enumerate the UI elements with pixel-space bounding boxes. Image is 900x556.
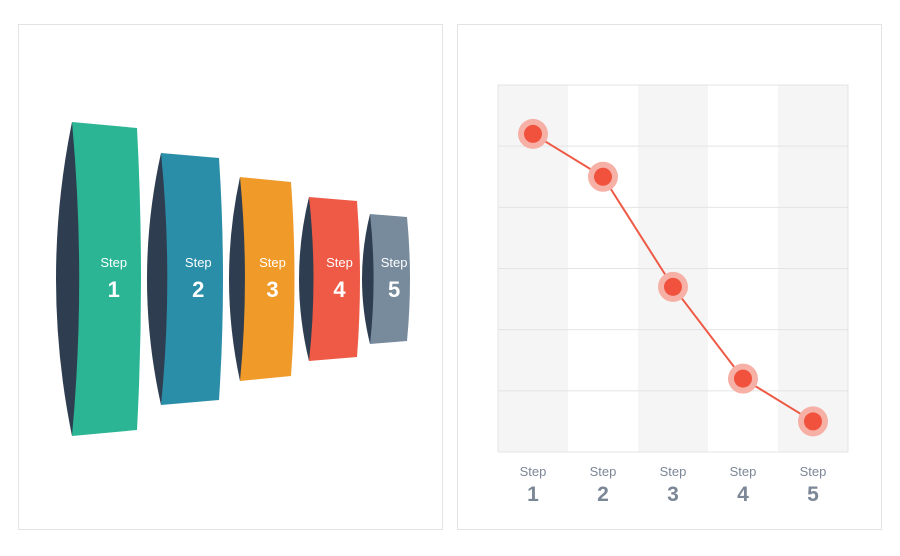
- funnel-step-body: [370, 214, 410, 344]
- funnel-graphic: Step 1 Step 2 Step 3 Step 4 Step 5: [56, 122, 410, 436]
- plot-border: [497, 84, 849, 453]
- line-chart-panel: Step 1 Step 2 Step 3 Step 4 Step 5: [457, 24, 882, 530]
- x-tick-label-number: 4: [737, 483, 749, 506]
- x-tick-label-word: Step: [660, 464, 687, 479]
- data-point-marker: [804, 412, 822, 431]
- line-chart: Step 1 Step 2 Step 3 Step 4 Step 5: [497, 84, 849, 506]
- data-point-5: [798, 406, 828, 437]
- x-tick-label-number: 1: [527, 483, 539, 506]
- data-point-1: [518, 118, 548, 149]
- funnel-step-side: [299, 197, 314, 361]
- x-tick-label-word: Step: [800, 464, 827, 479]
- funnel-step-word: Step: [326, 255, 353, 270]
- funnel-step-number: 3: [266, 277, 278, 302]
- funnel-step-body: [309, 197, 360, 361]
- data-point-3: [658, 271, 688, 302]
- funnel-step-number: 5: [388, 277, 400, 302]
- x-tick-label-number: 5: [807, 483, 819, 506]
- x-tick-label-number: 3: [667, 483, 679, 506]
- funnel-step-body: [240, 177, 295, 381]
- funnel-step-word: Step: [381, 255, 408, 270]
- x-tick-label-number: 2: [597, 483, 609, 506]
- funnel-step-number: 2: [192, 277, 204, 302]
- data-point-marker: [664, 277, 682, 296]
- funnel-step-5: Step 5: [362, 214, 410, 344]
- funnel-step-side: [362, 214, 374, 344]
- funnel-step-word: Step: [100, 255, 127, 270]
- funnel-step-2: Step 2: [147, 153, 223, 405]
- x-tick-label-word: Step: [520, 464, 547, 479]
- funnel-step-word: Step: [259, 255, 286, 270]
- x-tick-label-word: Step: [730, 464, 757, 479]
- data-point-2: [588, 161, 618, 192]
- funnel-step-word: Step: [185, 255, 212, 270]
- funnel-step-1: Step 1: [56, 122, 141, 436]
- funnel-step-4: Step 4: [299, 197, 360, 361]
- funnel-step-body: [72, 122, 141, 436]
- funnel-step-side: [56, 122, 80, 436]
- data-point-marker: [594, 167, 612, 186]
- funnel-step-side: [229, 177, 245, 381]
- funnel-step-body: [161, 153, 223, 405]
- funnel-panel: Step 1 Step 2 Step 3 Step 4 Step 5: [18, 24, 443, 530]
- funnel-step-side: [147, 153, 168, 405]
- x-tick-label-word: Step: [590, 464, 617, 479]
- funnel-step-number: 4: [333, 277, 346, 302]
- funnel-step-3: Step 3: [229, 177, 295, 381]
- data-point-marker: [524, 124, 542, 143]
- data-point-4: [728, 363, 758, 394]
- data-point-marker: [734, 369, 752, 388]
- funnel-step-number: 1: [108, 277, 120, 302]
